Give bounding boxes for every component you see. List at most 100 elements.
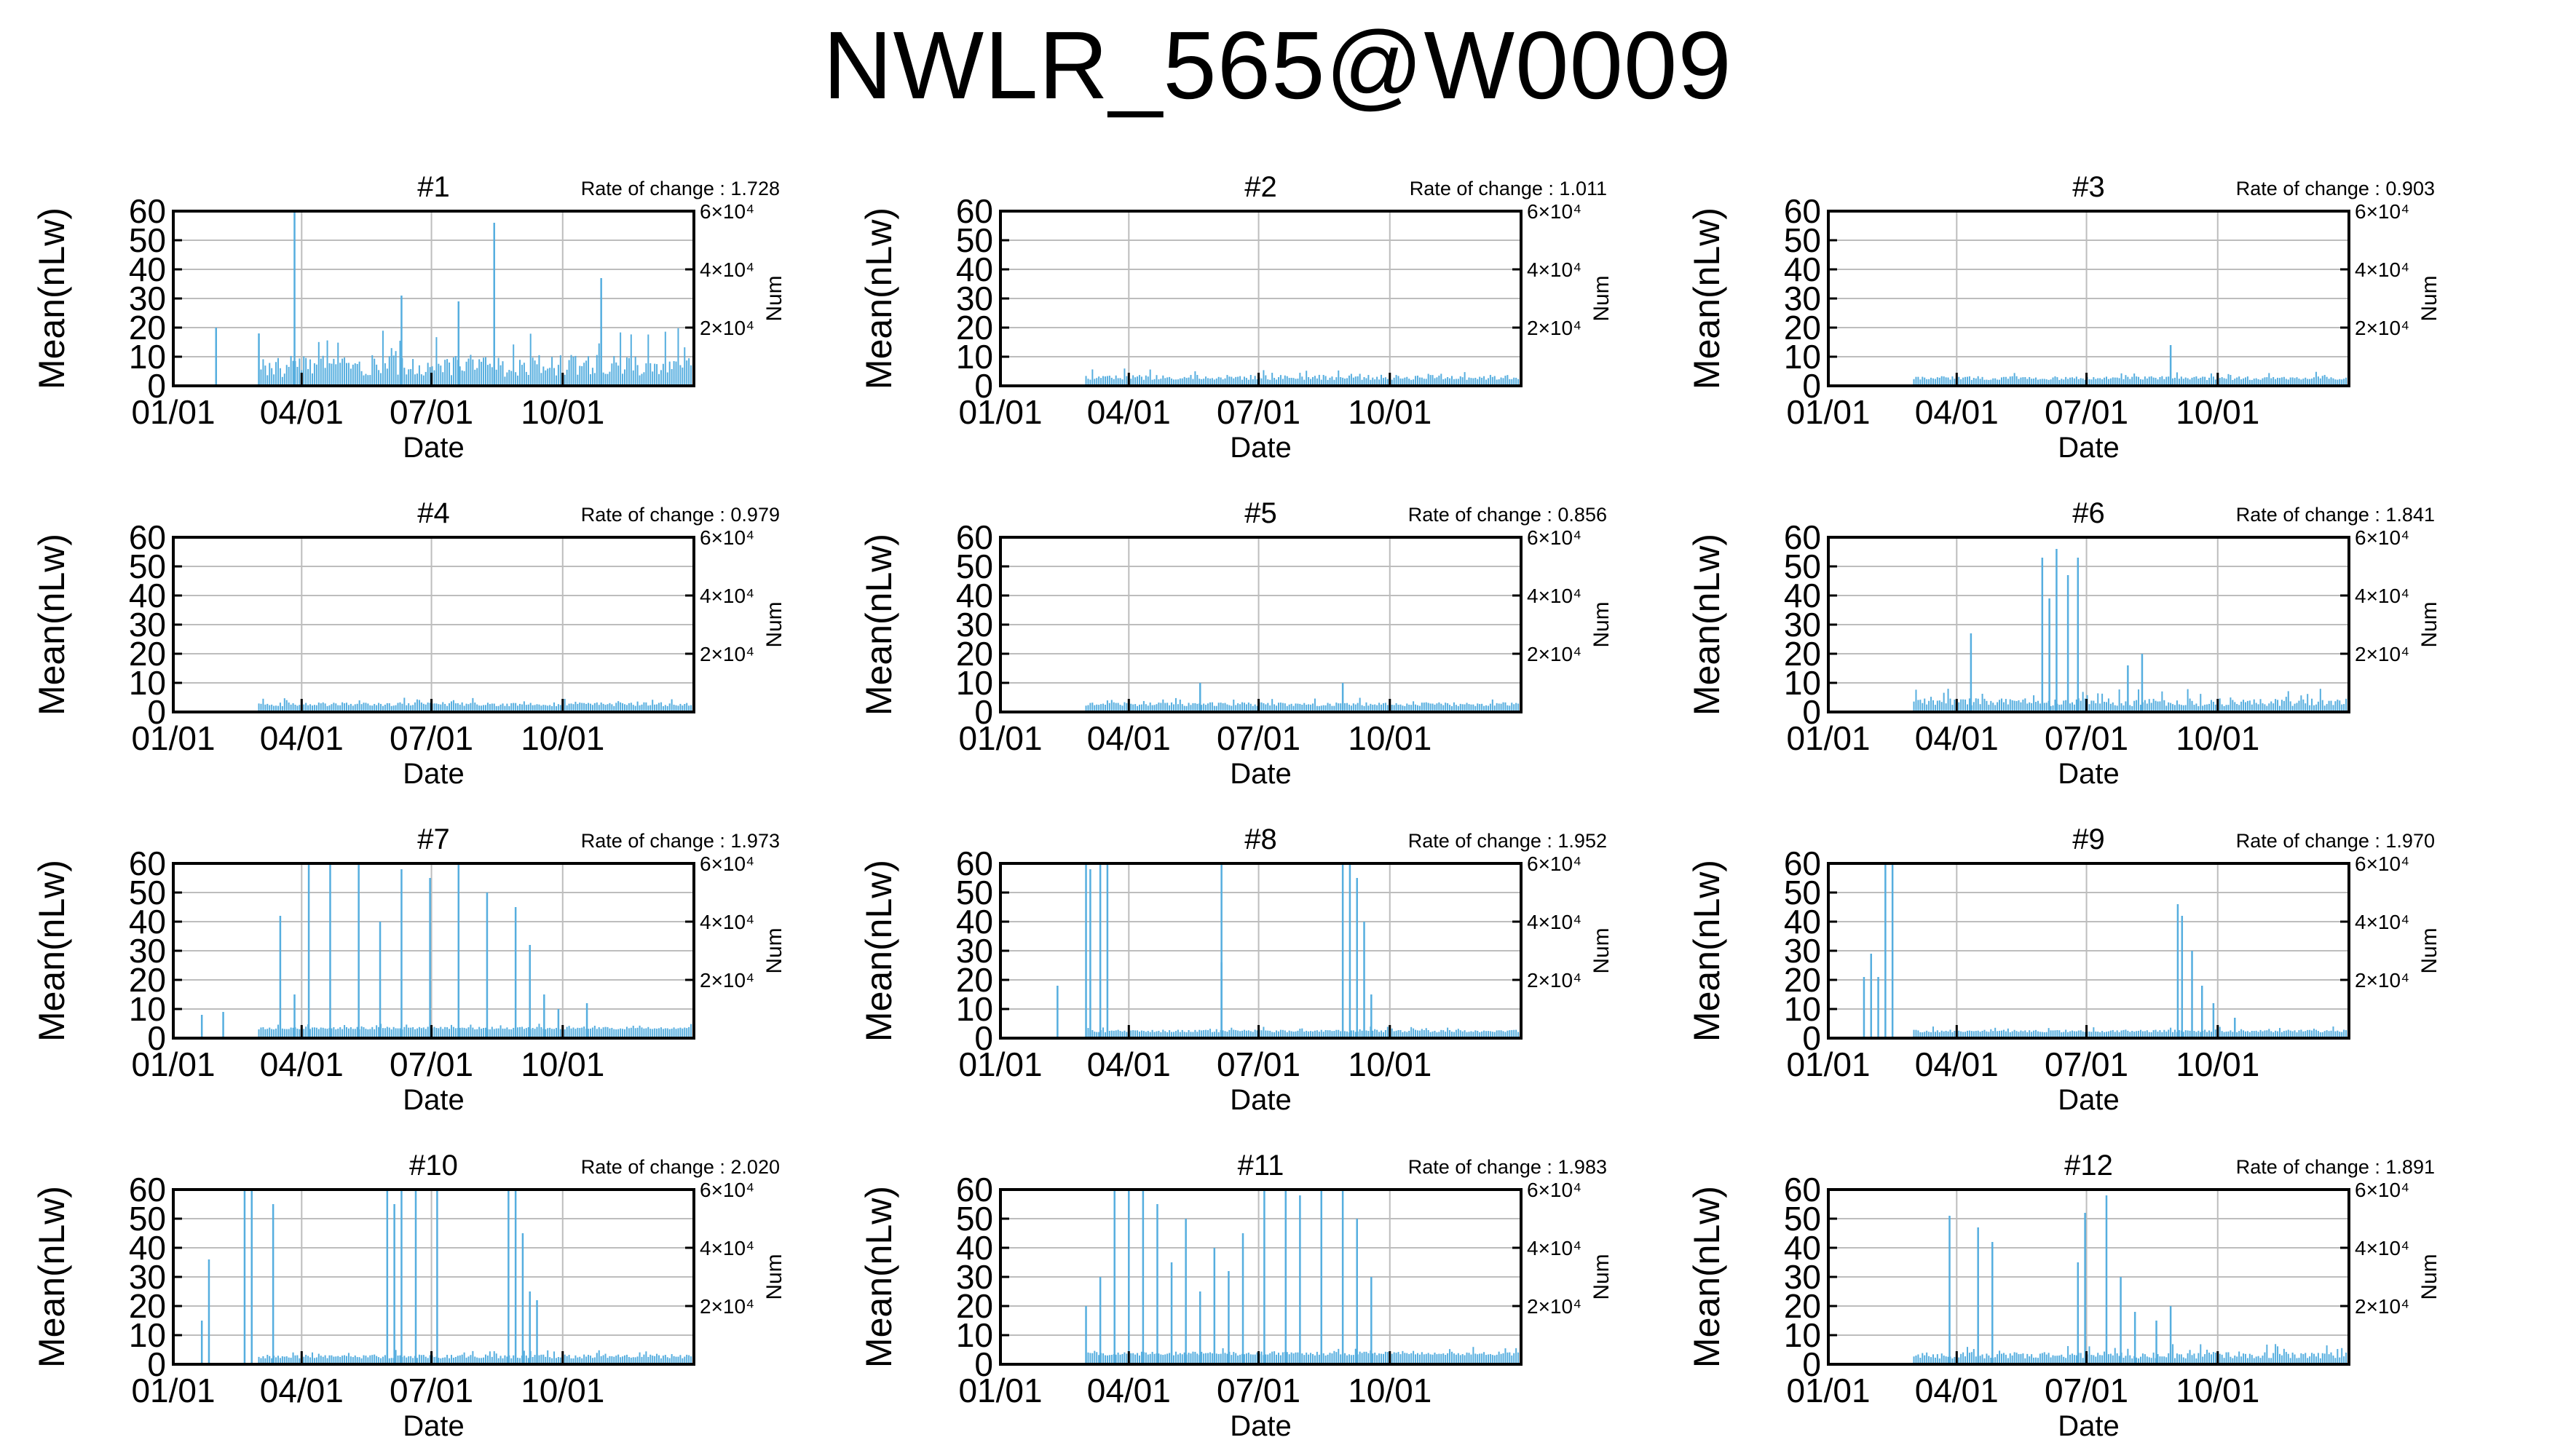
y-tick-label: 20: [956, 1287, 993, 1325]
y2-tick-label: 6×10⁴: [700, 200, 754, 223]
x-tick-label: 01/01: [1786, 393, 1870, 431]
y-tick-label: 20: [956, 961, 993, 999]
x-tick-label: 07/01: [390, 393, 473, 431]
x-axis-label: Date: [1230, 1084, 1292, 1116]
y-tick-label: 10: [129, 338, 166, 376]
y-tick-label: 10: [956, 338, 993, 376]
x-tick-label: 10/01: [521, 393, 604, 431]
x-tick-label: 04/01: [260, 719, 344, 757]
y2-tick-label: 2×10⁴: [2355, 317, 2409, 339]
y2-tick-label: 4×10⁴: [700, 911, 754, 933]
panel-title: #10: [409, 1150, 458, 1182]
x-tick-label: 04/01: [260, 1372, 344, 1409]
bar-series: [200, 863, 695, 1038]
rate-of-change-label: Rate of change : 0.979: [581, 504, 780, 526]
y2-tick-label: 4×10⁴: [1527, 585, 1581, 607]
y-tick-label: 50: [956, 874, 993, 911]
y-tick-label: 60: [956, 518, 993, 556]
bar-series: [258, 697, 695, 712]
x-tick-label: 01/01: [131, 1372, 215, 1409]
bar-series: [1085, 683, 1522, 712]
y2-tick-label: 2×10⁴: [2355, 1295, 2409, 1318]
x-tick-label: 01/01: [1786, 719, 1870, 757]
y2-tick-label: 6×10⁴: [700, 1179, 754, 1201]
y-tick-label: 30: [1784, 606, 1821, 644]
x-tick-label: 04/01: [1087, 1372, 1171, 1409]
x-tick-label: 04/01: [1915, 1045, 1999, 1083]
x-tick-label: 07/01: [2045, 393, 2128, 431]
rate-of-change-label: Rate of change : 1.011: [1410, 178, 1607, 199]
y-tick-label: 50: [129, 221, 166, 259]
y2-tick-label: 4×10⁴: [1527, 911, 1581, 933]
x-tick-label: 07/01: [1217, 719, 1300, 757]
x-tick-label: 10/01: [2176, 1045, 2259, 1083]
y-tick-label: 30: [956, 606, 993, 644]
y-axis-label: Mean(nLw): [858, 207, 899, 389]
y-tick-label: 30: [1784, 280, 1821, 317]
y-axis-label: Mean(nLw): [858, 534, 899, 716]
panel-title: #6: [2072, 497, 2105, 529]
x-tick-label: 04/01: [260, 1045, 344, 1083]
x-tick-label: 04/01: [1915, 393, 1999, 431]
y-tick-label: 50: [1784, 547, 1821, 585]
y-tick-label: 30: [956, 932, 993, 970]
y-tick-label: 40: [129, 903, 166, 941]
rate-of-change-label: Rate of change : 1.952: [1408, 830, 1607, 852]
y2-tick-label: 2×10⁴: [1527, 317, 1581, 339]
y-tick-label: 50: [129, 547, 166, 585]
y-tick-label: 0: [974, 693, 993, 731]
y-tick-label: 20: [129, 1287, 166, 1325]
y2-tick-label: 6×10⁴: [700, 852, 754, 875]
x-tick-label: 04/01: [260, 393, 344, 431]
y2-axis-label: Num: [762, 275, 786, 321]
rate-of-change-label: Rate of change : 1.970: [2236, 830, 2435, 852]
y-axis-label: Mean(nLw): [858, 860, 899, 1042]
panel-title: #4: [417, 497, 450, 529]
x-tick-label: 10/01: [1348, 393, 1431, 431]
y-tick-label: 10: [1784, 338, 1821, 376]
y-tick-label: 40: [1784, 903, 1821, 941]
x-tick-label: 07/01: [390, 1045, 473, 1083]
y-tick-label: 30: [1784, 1258, 1821, 1296]
y-tick-label: 40: [129, 1229, 166, 1267]
y2-tick-label: 6×10⁴: [700, 526, 754, 549]
y2-tick-label: 6×10⁴: [1527, 200, 1581, 223]
y2-axis-label: Num: [1590, 1254, 1614, 1299]
x-tick-label: 10/01: [1348, 1372, 1431, 1409]
y-tick-label: 50: [129, 1200, 166, 1238]
y2-tick-label: 4×10⁴: [1527, 258, 1581, 281]
y2-axis-label: Num: [762, 927, 786, 973]
rate-of-change-label: Rate of change : 1.891: [2236, 1156, 2435, 1178]
rate-of-change-label: Rate of change : 1.728: [581, 178, 780, 199]
x-tick-label: 04/01: [1915, 719, 1999, 757]
y-tick-label: 30: [129, 932, 166, 970]
y-tick-label: 20: [1784, 309, 1821, 347]
y-tick-label: 0: [974, 1019, 993, 1057]
x-tick-label: 10/01: [2176, 393, 2259, 431]
y-tick-label: 40: [1784, 577, 1821, 614]
y-tick-label: 20: [956, 309, 993, 347]
bar-series: [215, 211, 695, 386]
y2-tick-label: 4×10⁴: [700, 585, 754, 607]
y-tick-label: 10: [129, 664, 166, 702]
x-tick-label: 01/01: [958, 719, 1042, 757]
panel-title: #1: [417, 171, 450, 203]
y2-tick-label: 2×10⁴: [700, 317, 754, 339]
y-tick-label: 60: [129, 518, 166, 556]
y-tick-label: 30: [956, 1258, 993, 1296]
y-tick-label: 40: [129, 250, 166, 288]
y-tick-label: 20: [956, 635, 993, 673]
y2-tick-label: 2×10⁴: [1527, 643, 1581, 665]
y-tick-label: 40: [956, 577, 993, 614]
x-tick-label: 04/01: [1087, 719, 1171, 757]
x-tick-label: 07/01: [1217, 1045, 1300, 1083]
y2-tick-label: 4×10⁴: [700, 1237, 754, 1259]
y-tick-label: 60: [129, 1171, 166, 1208]
y-tick-label: 50: [1784, 874, 1821, 911]
y2-tick-label: 4×10⁴: [2355, 1237, 2409, 1259]
bar-series: [1085, 368, 1522, 386]
